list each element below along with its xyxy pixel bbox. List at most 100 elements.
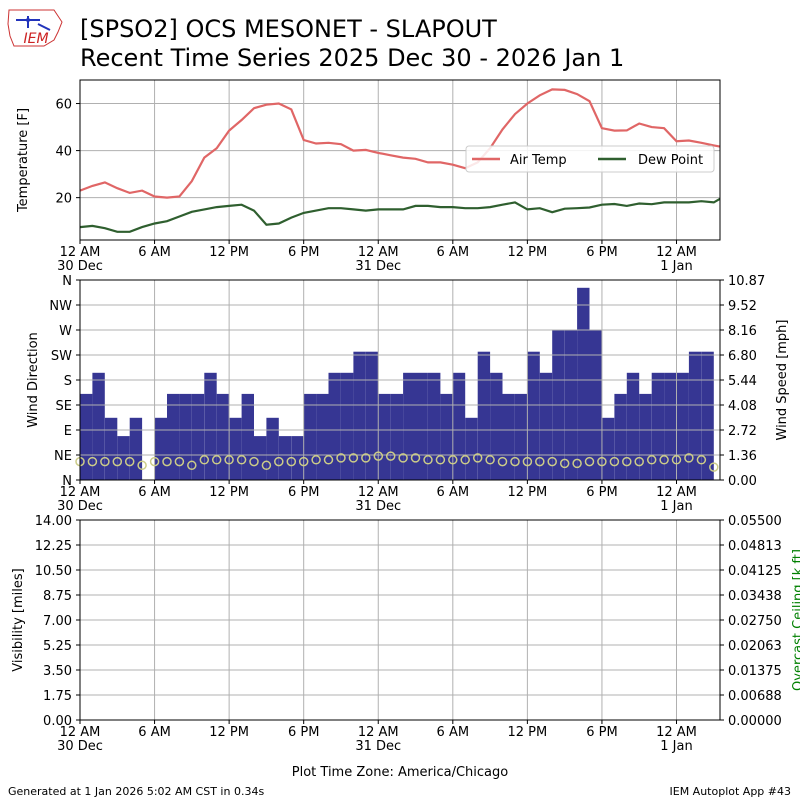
wind-direction-bar bbox=[440, 393, 453, 480]
vis-xtick-date: 1 Jan bbox=[660, 739, 692, 754]
wind-xtick-label: 6 AM bbox=[437, 485, 470, 500]
wind-direction-bar bbox=[452, 372, 466, 480]
wind-speed-marker bbox=[622, 456, 632, 467]
vis-xtick-label: 6 AM bbox=[138, 725, 171, 740]
wind-speed-marker bbox=[671, 455, 682, 465]
wind-direction-bar bbox=[353, 351, 366, 480]
vis-xtick-label: 12 AM bbox=[60, 725, 101, 740]
wind-xtick-date: 31 Dec bbox=[355, 499, 401, 514]
wind-speed-marker bbox=[646, 455, 657, 465]
wind-ytick-label: NW bbox=[49, 299, 72, 314]
wind-direction-bar bbox=[688, 351, 702, 480]
wind-direction-bar bbox=[80, 393, 93, 480]
wind-xtick-date: 1 Jan bbox=[660, 499, 692, 514]
wind-speed-marker bbox=[311, 455, 321, 465]
ceiling-y2label: Overcast Ceiling [k ft] bbox=[791, 549, 800, 691]
wind-speed-marker bbox=[485, 455, 495, 465]
wind-direction-bar bbox=[515, 393, 528, 480]
wind-xtick-label: 6 PM bbox=[586, 485, 617, 500]
wind-direction-bar bbox=[651, 372, 665, 480]
vis-xtick-label: 6 PM bbox=[586, 725, 617, 740]
vis-xtick-label: 12 PM bbox=[508, 725, 548, 740]
logo-text: IEM bbox=[23, 31, 48, 47]
wind-speed-marker bbox=[261, 460, 272, 471]
wind-speed-marker bbox=[149, 456, 160, 467]
wind-speed-marker bbox=[435, 455, 446, 465]
temp-ytick-label: 20 bbox=[55, 192, 72, 207]
wind-speed-marker bbox=[274, 456, 284, 467]
temp-frame bbox=[79, 79, 721, 241]
temp-xtick-label: 6 PM bbox=[288, 245, 319, 260]
wind-speed-marker bbox=[398, 453, 408, 463]
wind-direction-bar bbox=[614, 393, 627, 480]
wind-direction-bar bbox=[477, 351, 491, 480]
temp-ytick-label: 60 bbox=[55, 98, 72, 113]
wind-direction-bar bbox=[278, 436, 292, 480]
generated-note: Generated at 1 Jan 2026 5:02 AM CST in 0… bbox=[8, 785, 265, 798]
wind-xtick-label: 12 AM bbox=[358, 485, 399, 500]
wind-direction-bar bbox=[626, 372, 640, 480]
wind-direction-bar bbox=[465, 417, 478, 480]
wind-ytick-label: W bbox=[59, 324, 72, 339]
vis-ytick-label: 5.25 bbox=[43, 639, 72, 654]
wind-speed-marker bbox=[224, 455, 234, 465]
wind-direction-bar bbox=[328, 372, 341, 480]
wind-y2tick-label: 5.44 bbox=[728, 374, 757, 389]
wind-direction-bar bbox=[639, 393, 652, 480]
temp-xtick-label: 6 PM bbox=[586, 245, 617, 260]
temp-xtick-label: 6 AM bbox=[437, 245, 470, 260]
wind-direction-bar bbox=[129, 417, 143, 480]
vis-xtick-label: 12 AM bbox=[358, 725, 399, 740]
wind-y2tick-label: 6.80 bbox=[728, 349, 757, 364]
wind-direction-bar bbox=[204, 372, 217, 480]
wind-ylabel: Wind Direction bbox=[26, 332, 41, 428]
app-note: IEM Autoplot App #43 bbox=[669, 785, 792, 798]
wind-speed-marker bbox=[187, 460, 197, 471]
ceiling-y2tick-label: 0.03438 bbox=[728, 589, 782, 604]
ceiling-y2tick-label: 0.02063 bbox=[728, 639, 782, 654]
wind-ytick-label: N bbox=[62, 274, 72, 289]
wind-direction-bar bbox=[179, 393, 192, 480]
wind-speed-marker bbox=[336, 453, 346, 463]
iem-logo: IEM bbox=[6, 6, 66, 54]
legend-label-dew-point: Dew Point bbox=[638, 153, 703, 168]
wind-xtick-date: 30 Dec bbox=[57, 499, 103, 514]
wind-speed-marker bbox=[497, 456, 508, 467]
wind-xtick-label: 12 AM bbox=[60, 485, 101, 500]
vis-ytick-label: 7.00 bbox=[43, 614, 72, 629]
wind-speed-marker bbox=[684, 453, 694, 463]
wind-speed-marker bbox=[199, 455, 210, 465]
vis-ytick-label: 1.75 bbox=[43, 689, 72, 704]
wind-direction-bar bbox=[229, 417, 242, 480]
temp-xtick-date: 30 Dec bbox=[57, 259, 103, 274]
wind-xtick-label: 12 AM bbox=[656, 485, 697, 500]
dew-point-line bbox=[79, 197, 721, 233]
wind-y2label: Wind Speed [mph] bbox=[775, 320, 790, 441]
wind-direction-bar bbox=[415, 372, 428, 480]
wind-speed-marker bbox=[572, 458, 582, 469]
wind-speed-marker bbox=[124, 456, 135, 467]
wind-direction-bar bbox=[291, 436, 304, 480]
temp-xtick-label: 12 PM bbox=[508, 245, 548, 260]
wind-direction-bar bbox=[601, 417, 615, 480]
page-subtitle: Recent Time Series 2025 Dec 30 - 2026 Ja… bbox=[80, 44, 625, 72]
temp-ytick-label: 40 bbox=[55, 145, 72, 160]
temp-xtick-date: 1 Jan bbox=[660, 259, 692, 274]
wind-speed-marker bbox=[510, 456, 520, 467]
wind-frame bbox=[79, 279, 721, 481]
wind-speed-marker bbox=[535, 456, 545, 467]
wind-speed-marker bbox=[373, 451, 384, 461]
wind-y2tick-label: 1.36 bbox=[728, 449, 757, 464]
wind-xtick-label: 6 PM bbox=[288, 485, 319, 500]
wind-y2tick-label: 10.87 bbox=[728, 274, 765, 289]
wind-direction-bar bbox=[378, 393, 391, 480]
wind-speed-marker bbox=[609, 456, 620, 467]
wind-speed-marker bbox=[659, 455, 669, 465]
wind-direction-bar bbox=[502, 393, 515, 480]
wind-speed-marker bbox=[547, 456, 557, 467]
wind-speed-marker bbox=[709, 462, 719, 472]
wind-ytick-label: SE bbox=[56, 399, 72, 414]
wind-direction-bar bbox=[104, 417, 118, 480]
wind-speed-marker bbox=[348, 453, 359, 463]
